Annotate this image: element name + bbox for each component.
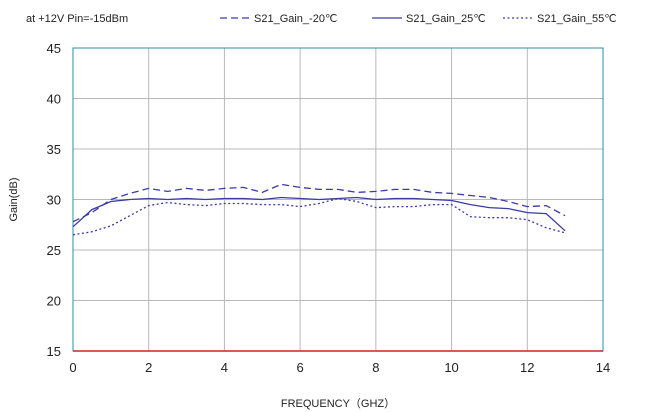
y-tick-label: 35	[47, 142, 61, 157]
y-tick-label: 20	[47, 294, 61, 309]
x-tick-label: 6	[297, 360, 304, 375]
x-tick-label: 0	[69, 360, 76, 375]
x-tick-label: 4	[221, 360, 228, 375]
series-line-2	[72, 196, 566, 232]
x-tick-label: 12	[520, 360, 534, 375]
legend-label: S21_Gain_-20℃	[254, 13, 337, 25]
x-tick-labels: 0 2 4 6 8 10 12 14	[69, 360, 610, 375]
series-line-1	[72, 183, 566, 223]
series-layer	[72, 183, 566, 236]
x-tick-label: 8	[372, 360, 379, 375]
legend-label: S21_Gain_55℃	[537, 13, 617, 25]
series-line-3	[72, 197, 566, 236]
y-tick-label: 30	[47, 193, 61, 208]
legend: S21_Gain_-20℃ S21_Gain_25℃ S21_Gain_55℃	[220, 13, 617, 25]
x-axis-label: FREQUENCY（GHZ）	[281, 397, 395, 410]
y-tick-label: 25	[47, 243, 61, 258]
x-tick-label: 14	[596, 360, 610, 375]
y-tick-label: 45	[47, 41, 61, 56]
y-tick-label: 15	[47, 344, 61, 359]
y-tick-labels: 15 20 25 30 35 40 45	[47, 41, 61, 359]
y-axis-label: Gain(dB)	[8, 177, 20, 221]
x-tick-label: 10	[444, 360, 458, 375]
condition-label: at +12V Pin=-15dBm	[26, 13, 128, 25]
y-tick-label: 40	[47, 92, 61, 107]
x-tick-label: 2	[145, 360, 152, 375]
legend-label: S21_Gain_25℃	[406, 13, 486, 25]
